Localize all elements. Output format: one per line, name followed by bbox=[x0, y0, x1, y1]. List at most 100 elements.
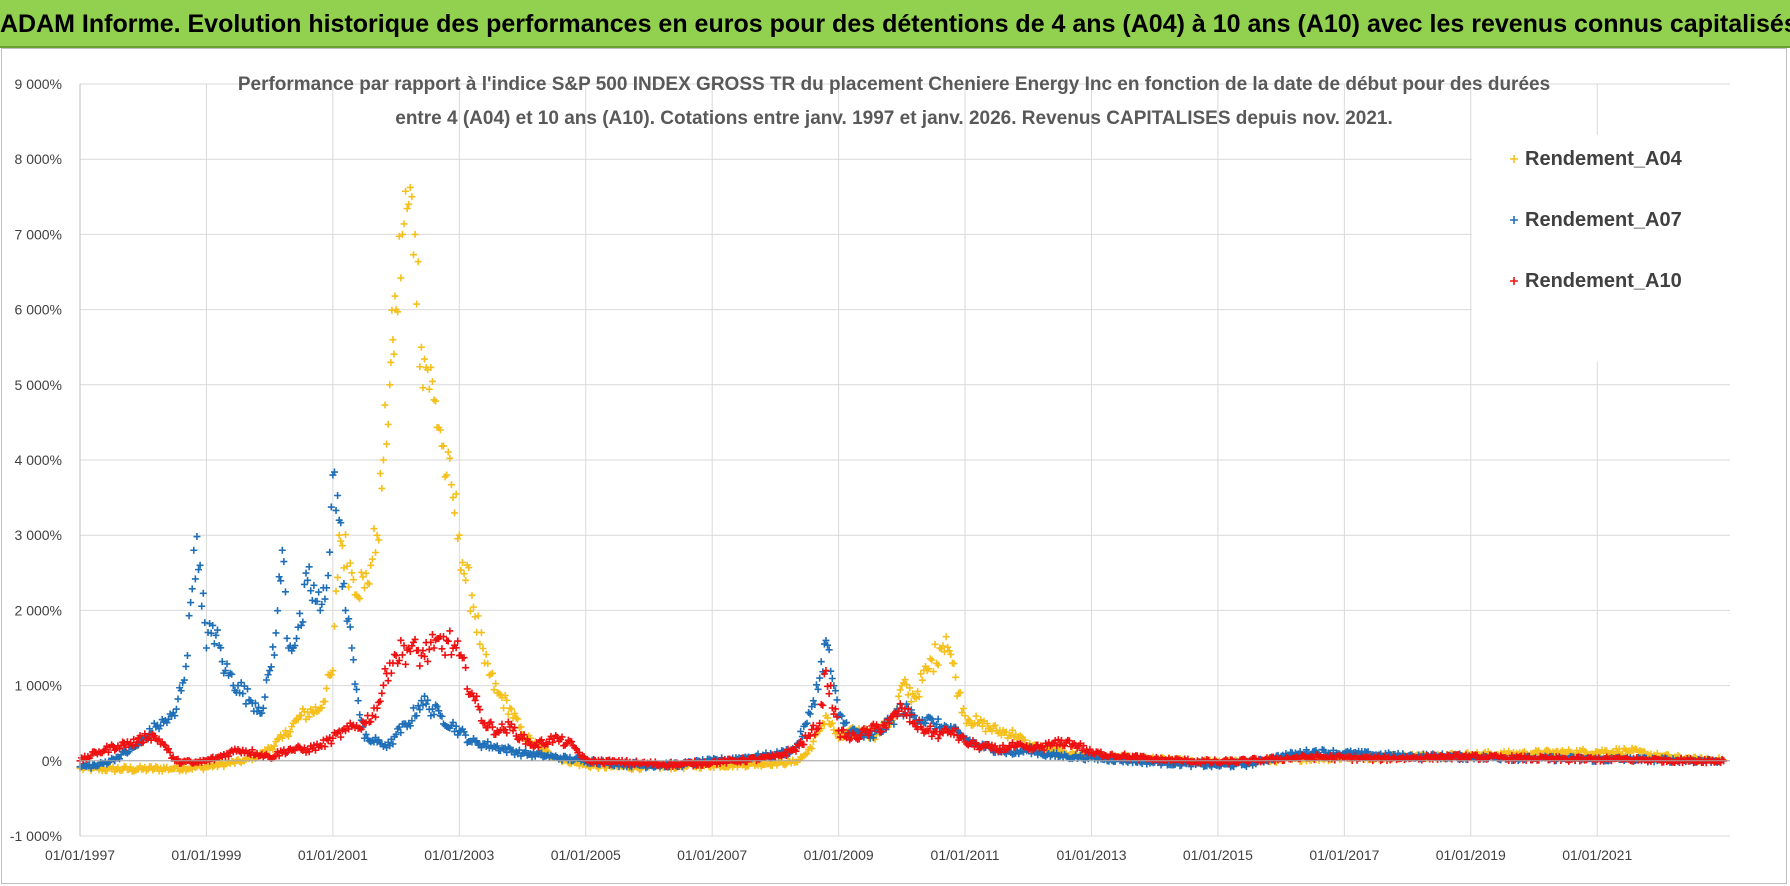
data-point bbox=[372, 713, 380, 721]
data-point bbox=[419, 647, 427, 655]
data-point bbox=[362, 730, 370, 738]
data-point bbox=[454, 731, 462, 739]
data-point bbox=[506, 704, 514, 712]
data-point bbox=[809, 721, 817, 729]
data-point bbox=[892, 708, 900, 716]
data-point bbox=[368, 555, 376, 563]
x-tick-label: 01/01/2001 bbox=[298, 847, 368, 863]
data-point bbox=[1302, 746, 1310, 754]
data-point bbox=[925, 727, 933, 735]
data-point bbox=[324, 572, 332, 580]
data-point bbox=[387, 358, 395, 366]
data-point bbox=[346, 559, 354, 567]
data-point bbox=[809, 697, 817, 705]
data-point bbox=[416, 662, 424, 670]
data-point bbox=[180, 676, 188, 684]
data-point bbox=[353, 685, 361, 693]
data-point bbox=[462, 576, 470, 584]
data-point bbox=[460, 570, 468, 578]
data-point bbox=[971, 743, 979, 751]
data-point bbox=[174, 755, 182, 763]
data-point bbox=[397, 636, 405, 644]
data-point bbox=[120, 739, 128, 747]
data-point bbox=[373, 704, 381, 712]
legend-marker bbox=[1510, 155, 1518, 163]
data-point bbox=[330, 622, 338, 630]
data-point bbox=[248, 756, 256, 764]
legend-box bbox=[1472, 135, 1730, 362]
data-point bbox=[462, 664, 470, 672]
chart-axes: 9 000% 8 000% 7 000% 6 000% 5 000% 4 000% 3 00… bbox=[10, 76, 1730, 863]
data-point bbox=[819, 701, 827, 709]
data-point bbox=[1269, 753, 1277, 761]
data-point bbox=[468, 738, 476, 746]
data-point bbox=[828, 704, 836, 712]
data-point bbox=[966, 717, 974, 725]
data-point bbox=[193, 533, 201, 541]
data-point bbox=[334, 491, 342, 499]
data-point bbox=[225, 752, 233, 760]
data-point bbox=[944, 643, 952, 651]
data-point bbox=[952, 725, 960, 733]
data-point bbox=[406, 647, 414, 655]
data-point bbox=[1034, 741, 1042, 749]
data-point bbox=[498, 720, 506, 728]
data-point bbox=[822, 667, 830, 675]
data-point bbox=[202, 644, 210, 652]
data-point bbox=[269, 643, 277, 651]
data-point bbox=[223, 660, 231, 668]
data-point bbox=[825, 690, 833, 698]
data-point bbox=[831, 687, 839, 695]
data-point bbox=[389, 740, 397, 748]
data-point bbox=[489, 669, 496, 677]
data-point bbox=[376, 470, 384, 478]
data-point bbox=[391, 650, 399, 658]
data-point bbox=[294, 716, 302, 724]
data-point bbox=[915, 716, 923, 724]
data-point bbox=[1462, 751, 1470, 759]
data-point bbox=[795, 742, 803, 750]
data-point bbox=[438, 645, 446, 653]
data-point bbox=[87, 752, 95, 760]
data-point bbox=[463, 685, 471, 693]
data-point bbox=[378, 484, 386, 492]
data-point bbox=[335, 531, 343, 539]
data-point bbox=[405, 200, 413, 208]
data-point bbox=[476, 640, 484, 648]
y-tick-label: 0% bbox=[42, 753, 62, 769]
data-point bbox=[489, 723, 496, 731]
legend-item-label: Rendement_A04 bbox=[1525, 148, 1683, 170]
data-point bbox=[242, 700, 250, 708]
data-point bbox=[402, 187, 410, 195]
data-point bbox=[311, 703, 319, 711]
data-point bbox=[1061, 742, 1069, 750]
data-point bbox=[825, 646, 833, 654]
data-point bbox=[470, 603, 478, 611]
data-point bbox=[161, 742, 169, 750]
data-point bbox=[991, 721, 999, 729]
data-point bbox=[417, 697, 425, 705]
data-point bbox=[438, 712, 446, 720]
data-point bbox=[375, 736, 383, 744]
data-point bbox=[165, 745, 173, 753]
data-point bbox=[297, 712, 305, 720]
data-point bbox=[999, 741, 1007, 749]
data-point bbox=[492, 680, 500, 688]
data-point bbox=[296, 609, 304, 617]
data-point bbox=[430, 396, 438, 404]
data-point bbox=[327, 740, 335, 748]
data-point bbox=[251, 699, 259, 707]
data-point bbox=[1310, 756, 1318, 764]
data-point bbox=[409, 704, 417, 712]
legend: Rendement_A04 Rendement_A07 Rendement_A10 bbox=[1510, 148, 1683, 292]
data-point bbox=[1505, 747, 1513, 755]
data-point bbox=[1535, 747, 1543, 755]
data-point bbox=[261, 693, 269, 701]
data-point bbox=[185, 612, 193, 620]
data-point bbox=[338, 542, 346, 550]
data-point bbox=[568, 738, 576, 746]
data-point bbox=[172, 705, 180, 713]
data-point bbox=[348, 569, 356, 577]
data-point bbox=[381, 401, 389, 409]
data-point bbox=[855, 735, 863, 743]
